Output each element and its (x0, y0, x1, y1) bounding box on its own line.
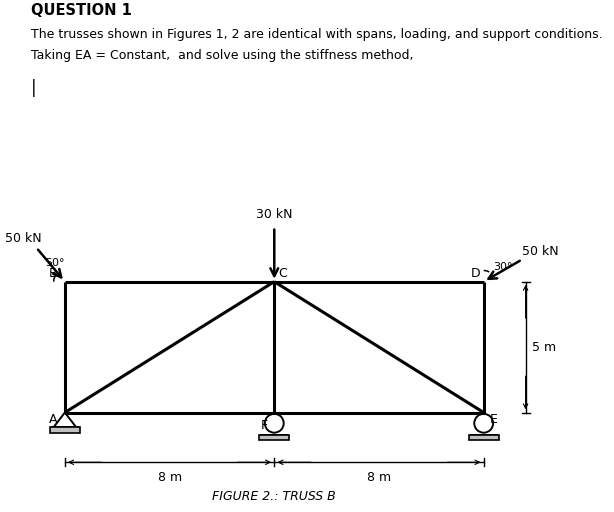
Text: 50 kN: 50 kN (523, 245, 559, 258)
Text: 50 kN: 50 kN (5, 232, 42, 245)
Text: Taking EA = Constant,  and solve using the stiffness method,: Taking EA = Constant, and solve using th… (31, 49, 413, 61)
Text: |: | (31, 79, 36, 97)
Text: C: C (278, 267, 287, 280)
Text: 30°: 30° (493, 262, 512, 272)
Bar (50, 428, 80, 433)
Text: FIGURE 2.: TRUSS B: FIGURE 2.: TRUSS B (212, 490, 336, 503)
Text: B: B (49, 267, 57, 280)
Text: 8 m: 8 m (367, 472, 391, 484)
Text: The trusses shown in Figures 1, 2 are identical with spans, loading, and support: The trusses shown in Figures 1, 2 are id… (31, 28, 602, 41)
Text: 5 m: 5 m (532, 340, 556, 354)
Text: 8 m: 8 m (158, 472, 182, 484)
Text: 30 kN: 30 kN (256, 208, 292, 221)
Bar (259, 435, 289, 440)
Text: 50°: 50° (45, 258, 64, 268)
Bar (468, 435, 499, 440)
Text: E: E (490, 413, 498, 425)
Text: D: D (471, 267, 481, 280)
Text: F: F (261, 419, 268, 432)
Text: A: A (49, 413, 57, 425)
Text: QUESTION 1: QUESTION 1 (31, 3, 131, 17)
